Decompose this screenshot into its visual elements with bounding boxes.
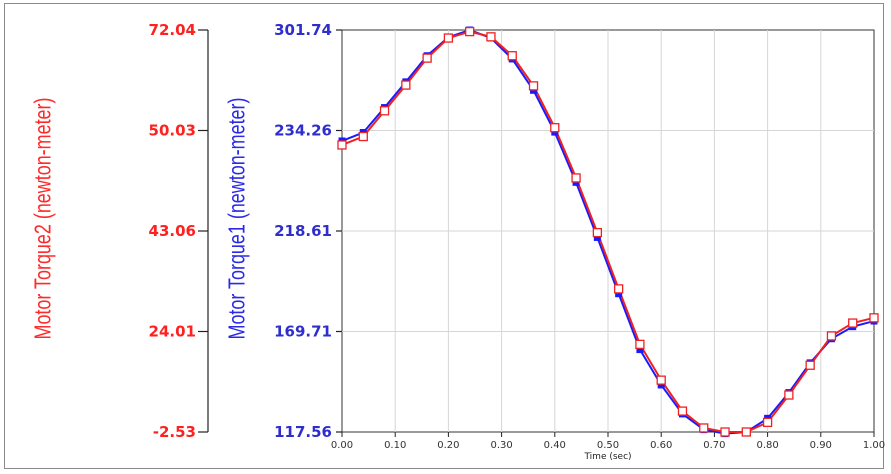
y-tick-right: 117.56 [274,423,332,441]
x-tick: 0.10 [384,440,406,451]
y-tick-left: -2.53 [153,423,196,441]
y-tick-right: 301.74 [274,21,332,39]
x-tick: 0.90 [810,440,832,451]
point-series-2 [869,313,879,323]
point-series-2 [613,284,624,294]
y-ticks-left: 72.04 50.03 43.06 24.01 -2.53 [149,21,209,441]
point-series-2 [762,417,773,428]
y-tick-left: 24.01 [149,323,196,341]
point-series-2 [337,140,347,150]
point-series-2 [465,26,475,37]
series-group [337,26,879,438]
point-series-2 [571,173,581,183]
x-tick: 0.70 [703,440,725,451]
point-series-2 [805,360,815,370]
grid [342,30,874,432]
y-tick-left: 72.04 [149,21,196,39]
x-tick: 1.00 [863,440,885,451]
point-series-2 [784,390,794,400]
point-series-2 [699,423,709,433]
x-tick: 0.20 [437,440,459,451]
x-tick: 0.40 [544,440,566,451]
point-series-2 [401,80,411,90]
point-series-2 [550,123,560,133]
point-series-2 [528,81,539,91]
point-series-2 [656,375,666,385]
point-series-2 [677,406,688,416]
point-series-2 [720,427,730,437]
x-tick: 0.30 [490,440,512,451]
point-series-2 [422,53,432,63]
point-series-2 [741,427,751,437]
x-tick: 0.50 [597,440,619,451]
y-ticks-right: 301.74 234.26 218.61 169.71 117.56 [274,21,342,441]
y-tick-right: 169.71 [274,323,332,341]
x-ticks: 0.00 0.10 0.20 0.30 0.40 0.50 0.60 0.70 0.80 0.90… [331,432,885,451]
x-axis-label: Time (sec) [583,452,631,462]
point-series-2 [592,227,603,238]
point-series-2 [635,339,645,350]
point-series-2 [486,32,496,42]
point-series-2 [848,318,858,328]
point-series-2 [826,331,837,341]
point-series-2 [358,131,368,142]
y-tick-right: 234.26 [274,122,332,140]
x-tick: 0.60 [650,440,672,451]
point-series-2 [443,33,454,43]
point-series-2 [379,106,390,116]
y-tick-right: 218.61 [274,222,332,240]
point-series-2 [507,51,517,61]
x-tick: 0.00 [331,440,353,451]
x-tick: 0.80 [756,440,778,451]
y-tick-left: 50.03 [149,122,196,140]
y-tick-left: 43.06 [149,222,196,240]
